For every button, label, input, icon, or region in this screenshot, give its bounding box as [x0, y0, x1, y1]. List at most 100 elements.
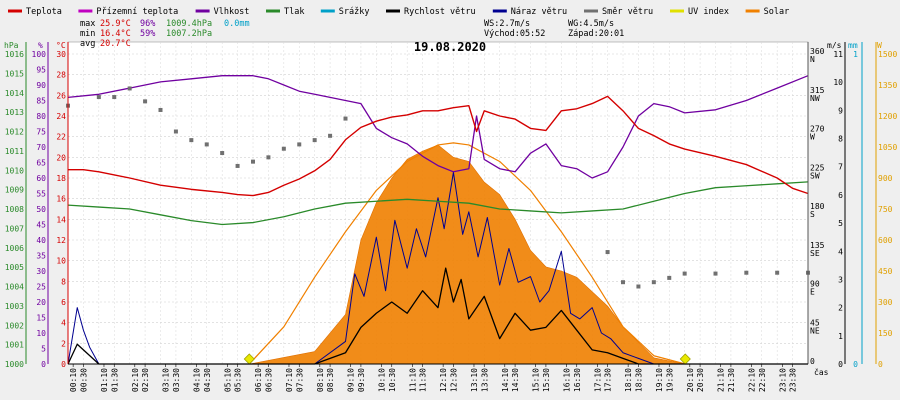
ms-tick-label: 10 [833, 78, 843, 87]
pct-tick-label: 60 [36, 174, 46, 183]
direction-compass-label: S [810, 210, 815, 219]
wind-direction-point [251, 159, 255, 164]
time-tick-label: 13:30 [480, 368, 489, 392]
wind-direction-point [605, 250, 610, 255]
ms-tick-label: 7 [838, 163, 843, 172]
wind-direction-point [266, 155, 271, 160]
watt-tick-label: 600 [878, 236, 893, 245]
watt-tick-label: 1500 [878, 50, 897, 59]
mm-tick-label: 1 [853, 50, 858, 59]
ms-tick-label: 6 [838, 191, 843, 200]
time-tick-label: 20:10 [686, 368, 695, 392]
time-tick-label: 15:10 [532, 368, 541, 392]
hpa-tick-label: 1002 [5, 321, 24, 330]
time-tick-label: 05:30 [234, 368, 243, 392]
wind-direction-point [189, 138, 194, 143]
time-tick-label: 07:30 [295, 368, 304, 392]
time-tick-label: 09:10 [347, 368, 356, 392]
hpa-tick-label: 1015 [5, 69, 24, 78]
time-tick-label: 01:10 [100, 368, 109, 392]
pct-tick-label: 100 [32, 50, 47, 59]
time-tick-label: 08:30 [326, 368, 335, 392]
pct-tick-label: 90 [36, 81, 46, 90]
time-tick-label: 10:30 [388, 368, 397, 392]
hpa-tick-label: 1001 [5, 341, 24, 350]
pct-tick-label: 15 [36, 314, 46, 323]
time-tick-label: 09:30 [357, 368, 366, 392]
legend-label: Směr větru [602, 7, 653, 17]
ms-tick-label: 0 [838, 360, 843, 369]
legend-label: Rychlost větru [404, 7, 476, 17]
wind-direction-point [744, 270, 749, 275]
wind-direction-point [621, 280, 625, 285]
wind-direction-point [173, 129, 178, 134]
ms-unit-label: m/s [827, 41, 842, 50]
pct-tick-label: 0 [41, 360, 46, 369]
hpa-tick-label: 1014 [5, 89, 24, 98]
hpa-tick-label: 1008 [5, 205, 24, 214]
hpa-tick-label: 1016 [5, 50, 24, 59]
pct-unit-label: % [38, 41, 43, 50]
hpa-tick-label: 1009 [5, 186, 24, 195]
watt-tick-label: 300 [878, 298, 893, 307]
mm-unit-label: mm [848, 41, 858, 50]
time-tick-label: 21:30 [727, 368, 736, 392]
time-tick-label: 16:10 [562, 368, 571, 392]
time-tick-label: 01:30 [110, 368, 119, 392]
stat-max-press: 1009.4hPa [166, 19, 212, 29]
time-tick-label: 23:10 [778, 368, 787, 392]
time-tick-label: 18:30 [634, 368, 643, 392]
time-tick-label: 11:10 [408, 368, 417, 392]
legend-label: Srážky [339, 7, 370, 17]
celsius-tick-label: 30 [56, 50, 66, 59]
time-tick-label: 08:10 [316, 368, 325, 392]
wind-direction-point [112, 95, 117, 100]
hpa-tick-label: 1000 [5, 360, 24, 369]
legend-label: Přízemní teplota [96, 7, 178, 17]
pct-tick-label: 95 [36, 66, 46, 75]
direction-tick-label: 180 [810, 202, 825, 211]
celsius-tick-label: 10 [56, 257, 66, 266]
time-tick-label: 22:30 [758, 368, 767, 392]
legend-label: Náraz větru [511, 7, 567, 17]
time-tick-label: 07:10 [285, 368, 294, 392]
chart-title: 19.08.2020 [414, 40, 486, 54]
legend-label: Solar [764, 7, 790, 17]
celsius-tick-label: 28 [56, 71, 66, 80]
direction-tick-label: 90 [810, 280, 820, 289]
time-tick-label: 17:10 [593, 368, 602, 392]
stat-min-press: 1007.2hPa [166, 29, 212, 39]
wind-direction-point [235, 163, 240, 168]
watt-unit-label: W [877, 41, 882, 50]
hpa-tick-label: 1003 [5, 302, 24, 311]
ms-tick-label: 9 [838, 106, 843, 115]
time-tick-label: 02:10 [131, 368, 140, 392]
watt-tick-label: 150 [878, 329, 893, 338]
stat-sunset: Západ:20:01 [568, 29, 624, 39]
celsius-tick-label: 26 [56, 91, 66, 100]
time-tick-label: 23:30 [789, 368, 798, 392]
time-tick-label: 06:10 [254, 368, 263, 392]
mm-tick-label: 0 [853, 360, 858, 369]
stat-max-label: max [80, 19, 95, 29]
direction-compass-label: NW [810, 94, 820, 103]
direction-tick-label: 360 [810, 47, 825, 56]
wind-direction-point [158, 107, 163, 112]
watt-tick-label: 450 [878, 267, 893, 276]
time-tick-label: 20:30 [696, 368, 705, 392]
time-tick-label: 12:10 [439, 368, 448, 392]
wind-direction-point [328, 133, 333, 138]
direction-compass-label: SW [810, 171, 820, 180]
stat-sunrise: Východ:05:52 [484, 29, 545, 39]
time-tick-label: 11:30 [419, 368, 428, 392]
time-tick-label: 03:10 [162, 368, 171, 392]
pct-tick-label: 55 [36, 190, 46, 199]
time-tick-label: 14:30 [511, 368, 520, 392]
celsius-tick-label: 8 [61, 277, 66, 286]
wind-direction-point [713, 271, 718, 276]
wind-direction-point [667, 275, 672, 280]
direction-compass-label: NE [810, 326, 820, 335]
pct-tick-label: 5 [41, 345, 46, 354]
time-tick-label: 18:10 [624, 368, 633, 392]
ms-tick-label: 4 [838, 247, 843, 256]
